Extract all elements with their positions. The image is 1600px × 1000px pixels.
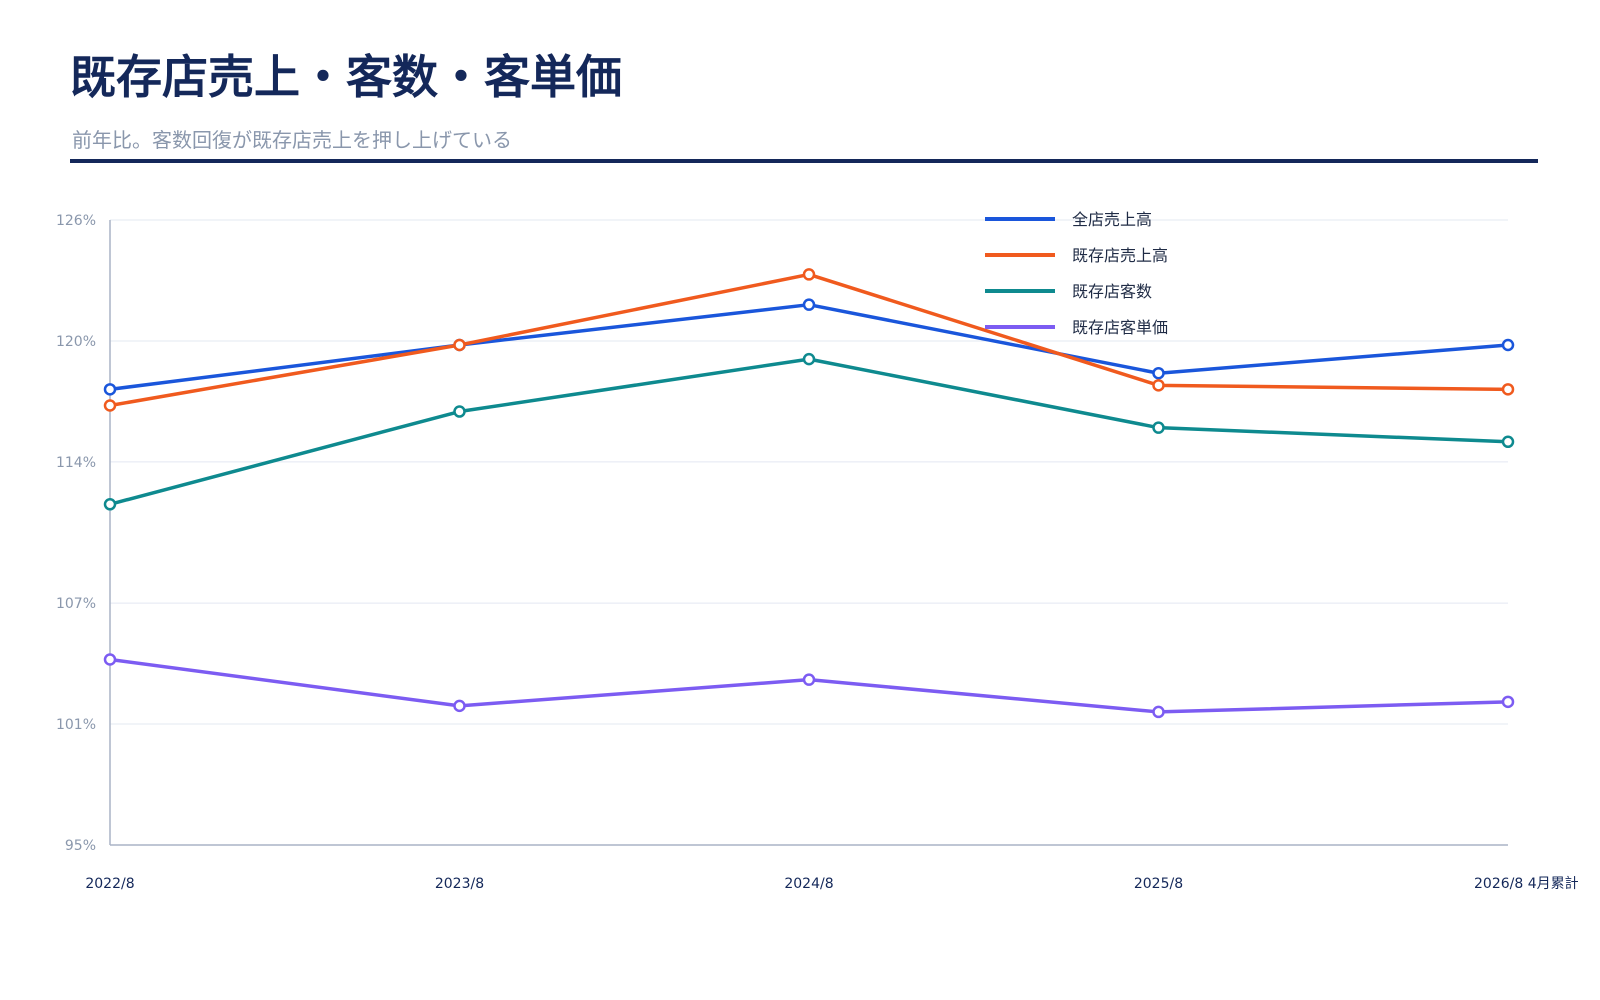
legend-item: 既存店売上高 xyxy=(985,246,1168,265)
data-point xyxy=(453,338,466,352)
legend-item: 全店売上高 xyxy=(985,210,1152,229)
legend-label: 全店売上高 xyxy=(1072,210,1152,229)
series-line xyxy=(108,272,1510,408)
data-point xyxy=(1501,338,1515,352)
data-point xyxy=(1501,383,1515,396)
data-point xyxy=(103,383,117,396)
data-point xyxy=(103,399,117,412)
axis-layer: 95% 101% 107% 114% 120% 126% 2022/8 2023/8 2024/… xyxy=(56,213,1579,892)
series-4 xyxy=(103,653,1515,719)
x-tick-label: 2026/8 4月累計 xyxy=(1474,876,1579,892)
data-point xyxy=(802,673,816,686)
data-point xyxy=(1501,695,1515,709)
y-tick-label: 126% xyxy=(56,213,96,229)
legend-label: 既存店客単価 xyxy=(1072,318,1168,337)
data-point xyxy=(1152,379,1165,392)
y-tick-label: 101% xyxy=(56,717,96,733)
series-2 xyxy=(103,268,1515,412)
page-title: 既存店売上・客数・客単価 xyxy=(70,50,622,104)
data-point xyxy=(453,699,466,713)
x-tick-label: 2022/8 xyxy=(85,876,134,892)
series-3 xyxy=(103,352,1515,511)
data-point xyxy=(802,352,816,366)
data-point xyxy=(453,405,466,418)
legend-label: 既存店客数 xyxy=(1072,282,1152,301)
y-tick-label: 114% xyxy=(56,455,96,471)
series-layer xyxy=(103,268,1515,719)
data-point xyxy=(802,268,816,281)
legend-label: 既存店売上高 xyxy=(1072,246,1168,265)
x-tick-label: 2024/8 xyxy=(784,876,833,892)
grid-layer xyxy=(110,219,1508,725)
x-tick-label: 2025/8 xyxy=(1134,876,1183,892)
title-divider xyxy=(70,159,1538,163)
series-1 xyxy=(103,298,1515,396)
data-point xyxy=(1152,705,1165,719)
data-point xyxy=(103,498,117,511)
y-tick-label: 120% xyxy=(56,334,96,350)
page-subtitle: 前年比。客数回復が既存店売上を押し上げている xyxy=(72,128,512,152)
legend-item: 既存店客単価 xyxy=(985,318,1168,337)
data-point xyxy=(1501,435,1515,449)
data-point xyxy=(802,298,816,311)
data-point xyxy=(1152,366,1165,380)
data-point xyxy=(103,653,117,666)
x-tick-label: 2023/8 xyxy=(435,876,484,892)
series-line xyxy=(108,302,1510,392)
y-tick-label: 95% xyxy=(65,838,96,854)
legend-item: 既存店客数 xyxy=(985,282,1152,301)
data-point xyxy=(1152,421,1165,434)
y-tick-label: 107% xyxy=(56,596,96,612)
series-line xyxy=(108,357,1510,507)
